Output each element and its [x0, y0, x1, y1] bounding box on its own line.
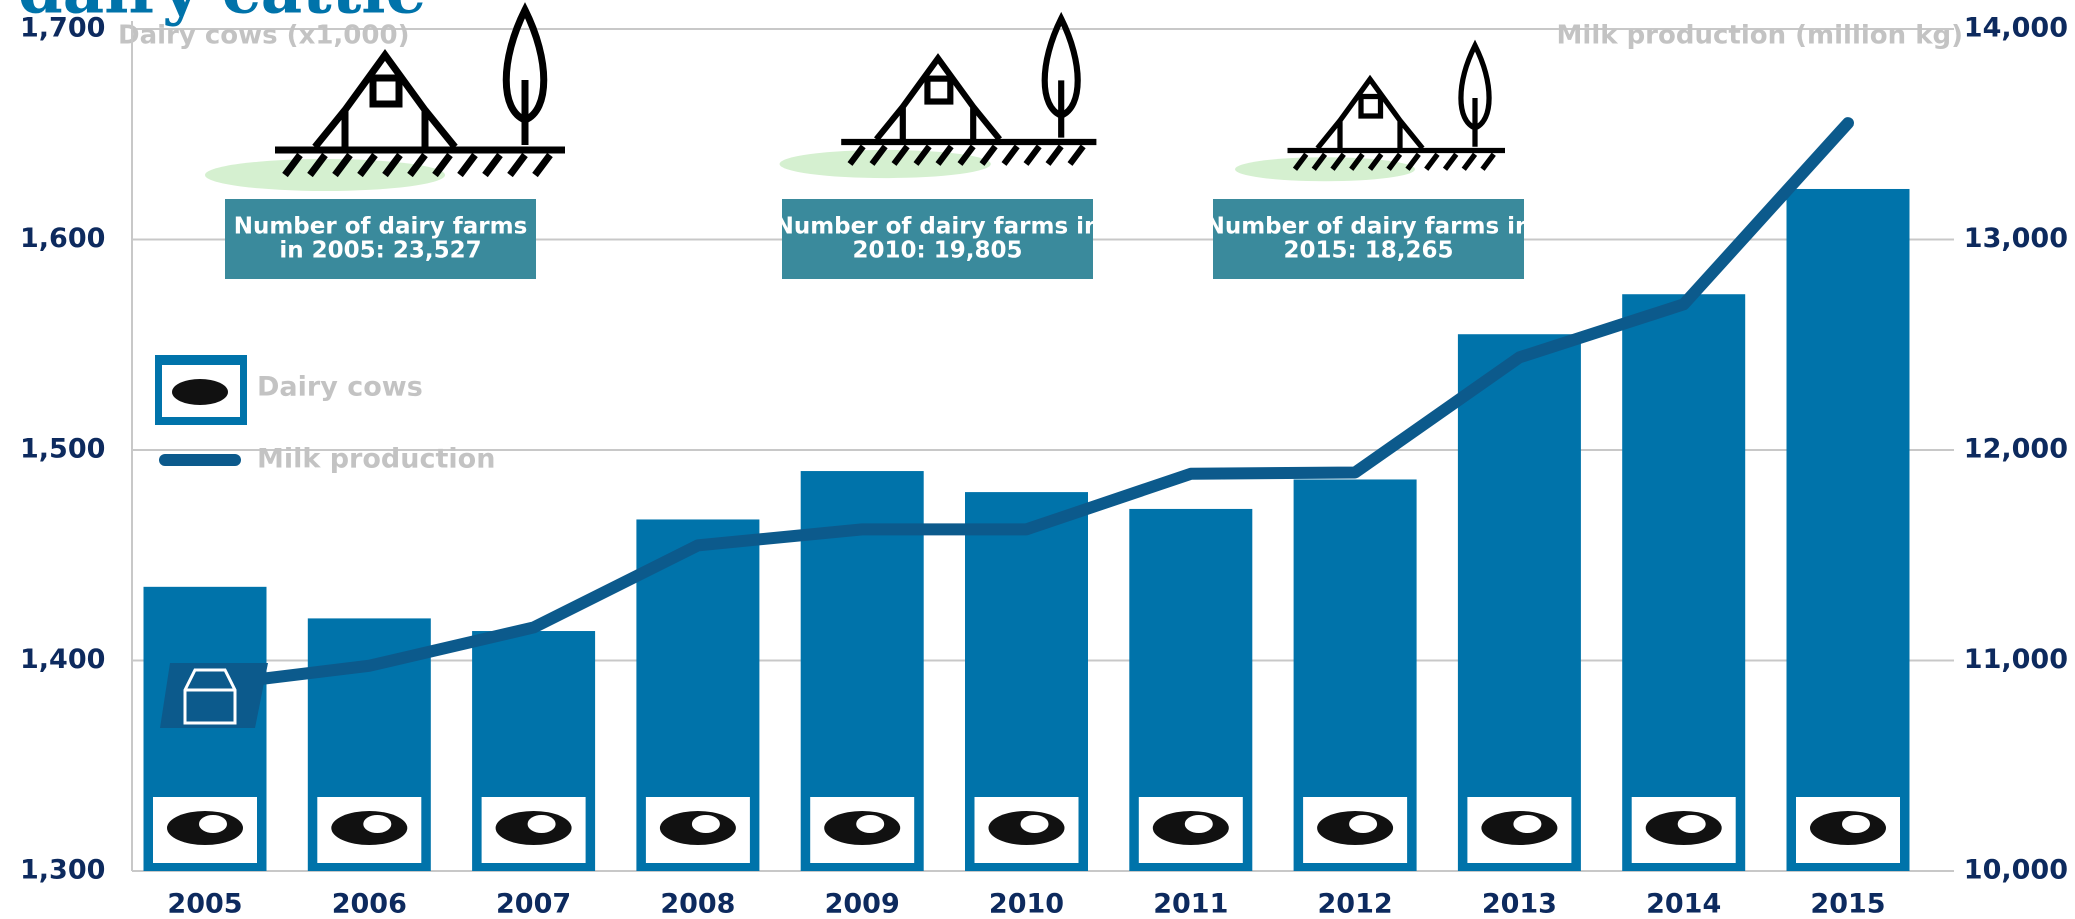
x-tick-label: 2012: [1318, 889, 1393, 919]
y2-tick-label: 10,000: [1964, 855, 2068, 886]
cow-spot: [1677, 815, 1706, 833]
cow-spot: [363, 815, 392, 833]
cow-spot: [1842, 815, 1870, 833]
x-tick-label: 2008: [660, 889, 735, 919]
y-tick-label: 1,400: [20, 644, 105, 675]
y-tick-label: 1,500: [20, 434, 105, 465]
x-tick-label: 2014: [1646, 889, 1721, 919]
chart-title: dairy cattle: [18, 0, 426, 29]
annotation-text: 2015: 18,265: [1284, 238, 1454, 264]
annotation-box: [782, 199, 1093, 279]
bar: [1622, 294, 1746, 872]
legend-cow-body: [172, 379, 228, 405]
y-tick-label: 1,600: [20, 223, 105, 254]
cow-spot: [1349, 815, 1378, 833]
x-tick-label: 2015: [1810, 889, 1885, 919]
cow-spot: [527, 815, 556, 833]
milk-icon: [183, 668, 237, 725]
legend-label: Dairy cows: [257, 372, 423, 403]
y2-axis-label: Milk production (million kg): [1557, 21, 1963, 51]
legend-label: Milk production: [257, 444, 495, 475]
annotation-box: [1213, 199, 1524, 279]
x-tick-label: 2010: [989, 889, 1064, 919]
farm-icons: [205, 2, 1505, 191]
cow-spot: [691, 815, 720, 833]
x-tick-label: 2007: [496, 889, 571, 919]
y-tick-label: 1,300: [20, 855, 105, 886]
annotation-text: Number of dairy farms in: [1206, 214, 1532, 240]
y-tick-label: 1,700: [20, 13, 105, 44]
annotation-text: Number of dairy farms in: [775, 214, 1101, 240]
x-tick-label: 2005: [167, 889, 242, 919]
y2-tick-label: 14,000: [1964, 13, 2068, 44]
annotation-text: Number of dairy farms: [234, 214, 528, 240]
bar: [1457, 334, 1581, 872]
x-tick-label: 2009: [825, 889, 900, 919]
annotation-text: in 2005: 23,527: [279, 238, 481, 264]
cow-spot: [1184, 815, 1213, 833]
line: [199, 117, 1854, 692]
annotation-box: [225, 199, 536, 279]
y-axis-label: Dairy cows (x1,000): [118, 21, 409, 51]
cow-spot: [1513, 815, 1542, 833]
milk-icon-bg: [160, 663, 268, 728]
cow-spot: [856, 815, 885, 833]
x-tick-label: 2011: [1153, 889, 1228, 919]
y2-tick-label: 11,000: [1964, 644, 2068, 675]
cow-spot: [199, 815, 227, 833]
y2-tick-label: 13,000: [1964, 223, 2068, 254]
annotation-text: 2010: 19,805: [853, 238, 1023, 264]
bar: [1786, 188, 1910, 872]
x-tick-label: 2013: [1482, 889, 1557, 919]
y2-tick-label: 12,000: [1964, 434, 2068, 465]
cow-spot: [1020, 815, 1049, 833]
x-tick-label: 2006: [332, 889, 407, 919]
